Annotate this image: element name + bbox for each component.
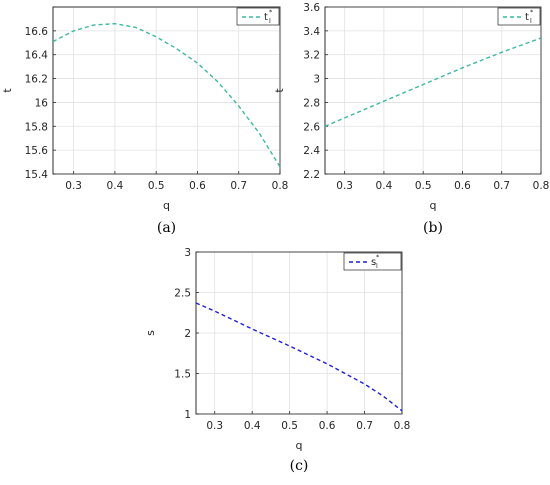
x-axis-label: q [163,199,170,212]
y-tick-label: 16.2 [25,74,48,86]
x-axis-label: q [430,199,437,212]
panel-caption: (a) [157,220,176,236]
panel-caption: (b) [423,220,443,236]
y-tick-label: 3.4 [303,26,320,38]
plot-frame [52,6,281,175]
x-tick-label: 0.4 [107,180,124,192]
x-tick-label: 0.5 [415,180,432,192]
y-axis-label: s [144,330,157,336]
y-tick-label: 2.6 [303,121,320,133]
y-tick-label: 3 [313,74,320,86]
x-axis-label: q [296,439,303,452]
y-tick-label: 16 [35,97,49,109]
x-tick-label: 0.4 [244,420,261,432]
x-tick-label: 0.7 [230,180,247,192]
y-tick-label: 2.2 [303,169,320,181]
y-tick-label: 3.2 [303,50,320,62]
legend-label: t [264,12,268,23]
legend-label-superscript: * [269,8,273,16]
panel-caption: (c) [290,458,309,474]
x-tick-label: 0.3 [206,420,223,432]
y-tick-label: 2.8 [303,97,320,109]
x-tick-label: 0.4 [376,180,393,192]
chart-a: 0.3 0.4 0.5 0.6 0.7 0.8 15.4 15.6 15.8 16 16.2 16.4… [1,6,289,236]
chart-b: 0.3 0.4 0.5 0.6 0.7 0.8 2.2 2.4 2.6 2.8 3 3.2 3.4 3.6… [273,2,549,236]
plot-frame [324,6,542,175]
y-tick-label: 16.6 [25,26,49,38]
legend-label-superscript: * [376,253,380,261]
x-tick-label: 0.8 [272,180,289,192]
x-tick-label: 0.5 [148,180,165,192]
series-line-t [324,37,542,127]
y-tick-label: 1 [184,409,191,421]
y-tick-label: 15.4 [25,169,49,181]
y-tick-label: 16.4 [25,50,49,62]
legend-label-superscript: * [530,8,534,16]
y-tick-label: 1.5 [174,369,191,381]
x-tick-label: 0.6 [319,420,336,432]
legend-box [343,252,402,271]
y-tick-label: 15.6 [25,145,49,157]
x-tick-label: 0.7 [493,180,510,192]
y-tick-label: 3 [184,247,191,259]
plot-frame [195,251,403,415]
x-tick-label: 0.8 [533,180,550,192]
legend-label-subscript: l [269,17,271,25]
x-tick-label: 0.7 [356,420,373,432]
y-tick-label: 15.8 [25,121,48,133]
legend-label-subscript: l [376,262,378,270]
legend-label: t [525,12,529,23]
series-line-s [195,302,403,412]
x-tick-label: 0.8 [394,420,411,432]
y-tick-label: 2 [184,328,191,340]
x-tick-label: 0.6 [454,180,471,192]
x-tick-label: 0.3 [336,180,353,192]
y-axis-label: t [273,88,286,93]
x-tick-label: 0.6 [189,180,206,192]
x-tick-label: 0.3 [65,180,82,192]
y-axis-label: t [1,88,14,93]
plot-area [324,6,542,175]
legend-label-subscript: l [530,17,532,25]
plot-area [52,6,281,175]
y-tick-label: 3.6 [303,2,320,14]
y-tick-label: 2.4 [303,145,320,157]
x-tick-label: 0.5 [281,420,298,432]
legend-label: s [371,257,376,268]
y-tick-label: 2.5 [174,288,191,300]
series-line-t [52,22,281,168]
